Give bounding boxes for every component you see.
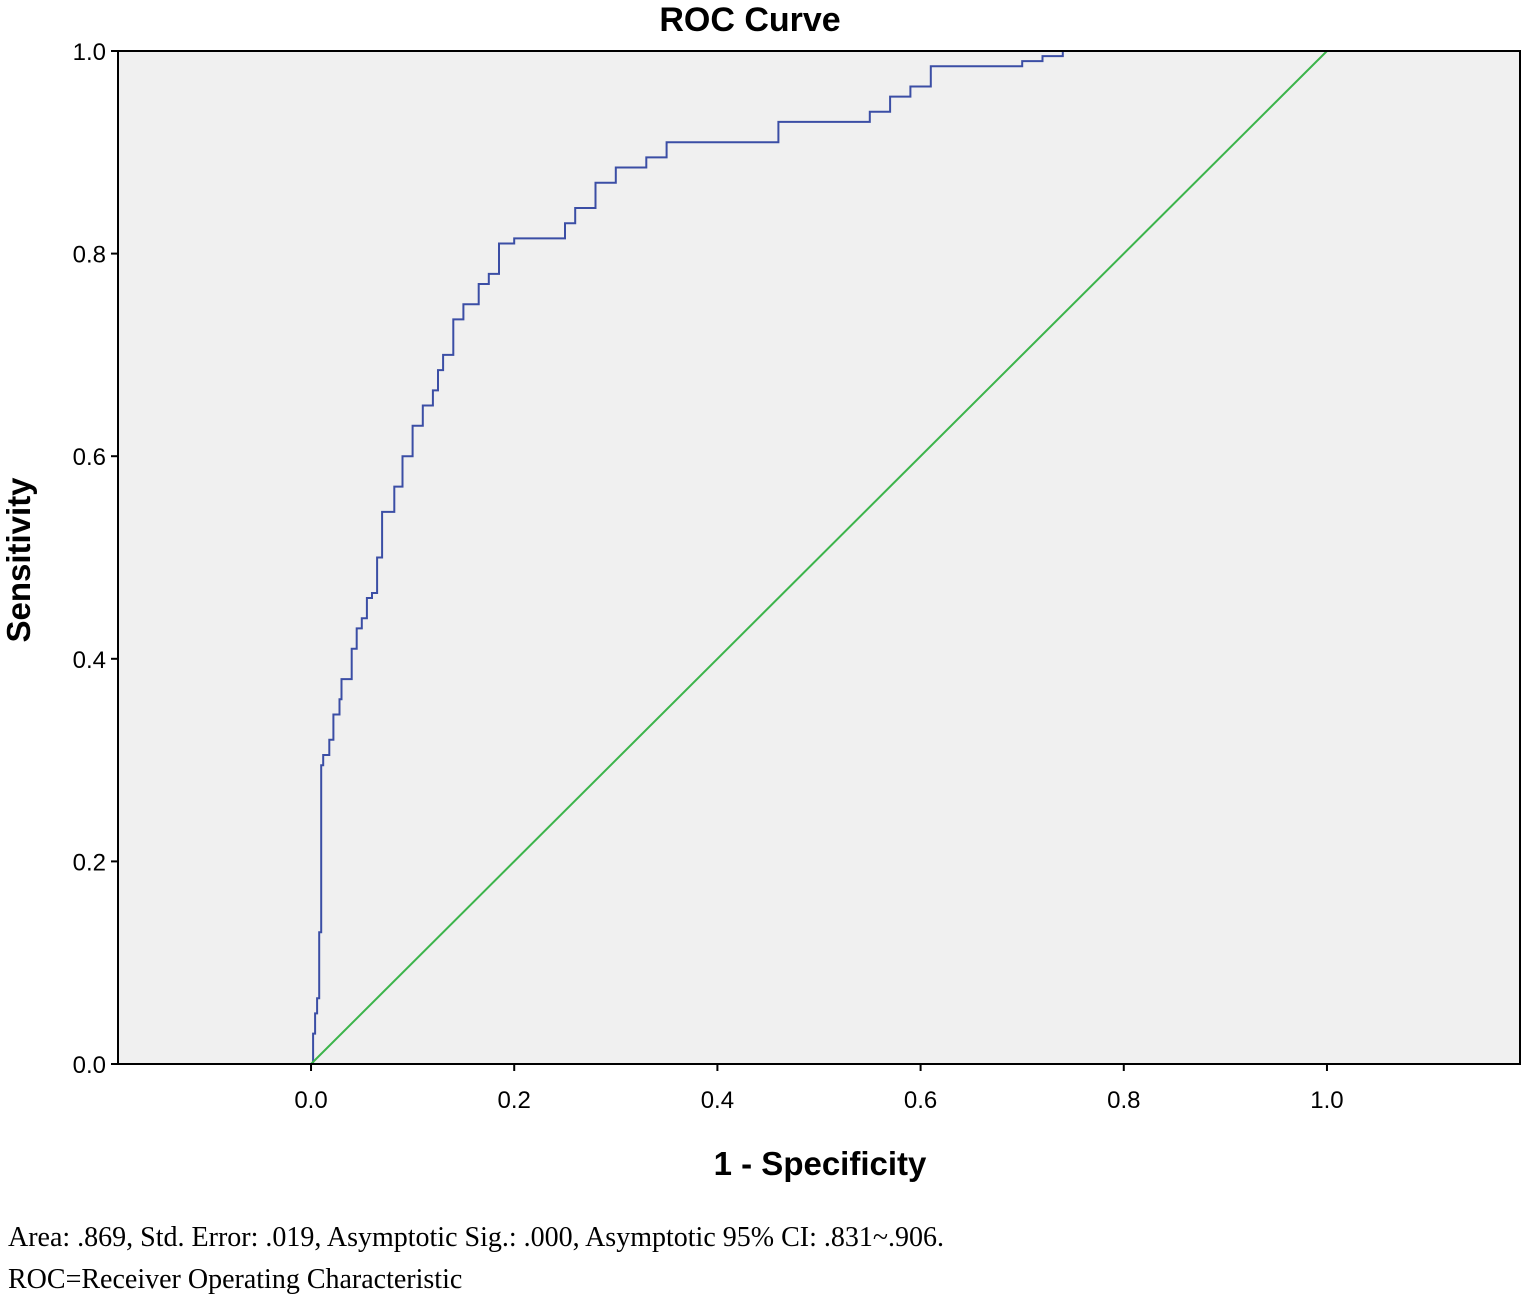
caption-statistics: Area: .869, Std. Error: .019, Asymptotic… bbox=[8, 1222, 945, 1253]
caption-abbreviation: ROC=Receiver Operating Characteristic bbox=[8, 1264, 463, 1295]
x-axis-label: 1 - Specificity bbox=[714, 1145, 927, 1182]
x-tick-label-0: 0.0 bbox=[294, 1087, 327, 1114]
roc-chart: ROC Curve 0.0 0.2 0.4 0.6 0.8 1.0 0.00.20.40.… bbox=[0, 1, 1521, 1182]
x-tick-label-2: 0.4 bbox=[701, 1087, 734, 1114]
y-tick-label-4: 0.8 bbox=[73, 242, 106, 269]
series-layer bbox=[310, 50, 1328, 1065]
y-tick-label-0: 0.0 bbox=[73, 1052, 106, 1079]
y-tick-label-1: 0.2 bbox=[73, 849, 106, 876]
reference-diagonal-line bbox=[310, 50, 1328, 1065]
x-tick-label-4: 0.8 bbox=[1107, 1087, 1140, 1114]
y-tick-label-3: 0.6 bbox=[73, 444, 106, 471]
y-axis: 0.0 0.2 0.4 0.6 0.8 1.0 bbox=[73, 39, 118, 1079]
y-axis-label: Sensitivity bbox=[0, 477, 37, 643]
x-tick-label-5: 1.0 bbox=[1310, 1087, 1343, 1114]
x-tick-label-3: 0.6 bbox=[904, 1087, 937, 1114]
roc-curve-line bbox=[311, 50, 1327, 1065]
y-tick-label-5: 1.0 bbox=[73, 39, 106, 66]
chart-title: ROC Curve bbox=[659, 1, 840, 39]
plot-frame bbox=[117, 50, 1521, 1065]
y-tick-label-2: 0.4 bbox=[73, 647, 106, 674]
x-axis: 0.0 0.2 0.4 0.6 0.8 1.0 bbox=[294, 1064, 1344, 1114]
x-tick-label-1: 0.2 bbox=[498, 1087, 531, 1114]
